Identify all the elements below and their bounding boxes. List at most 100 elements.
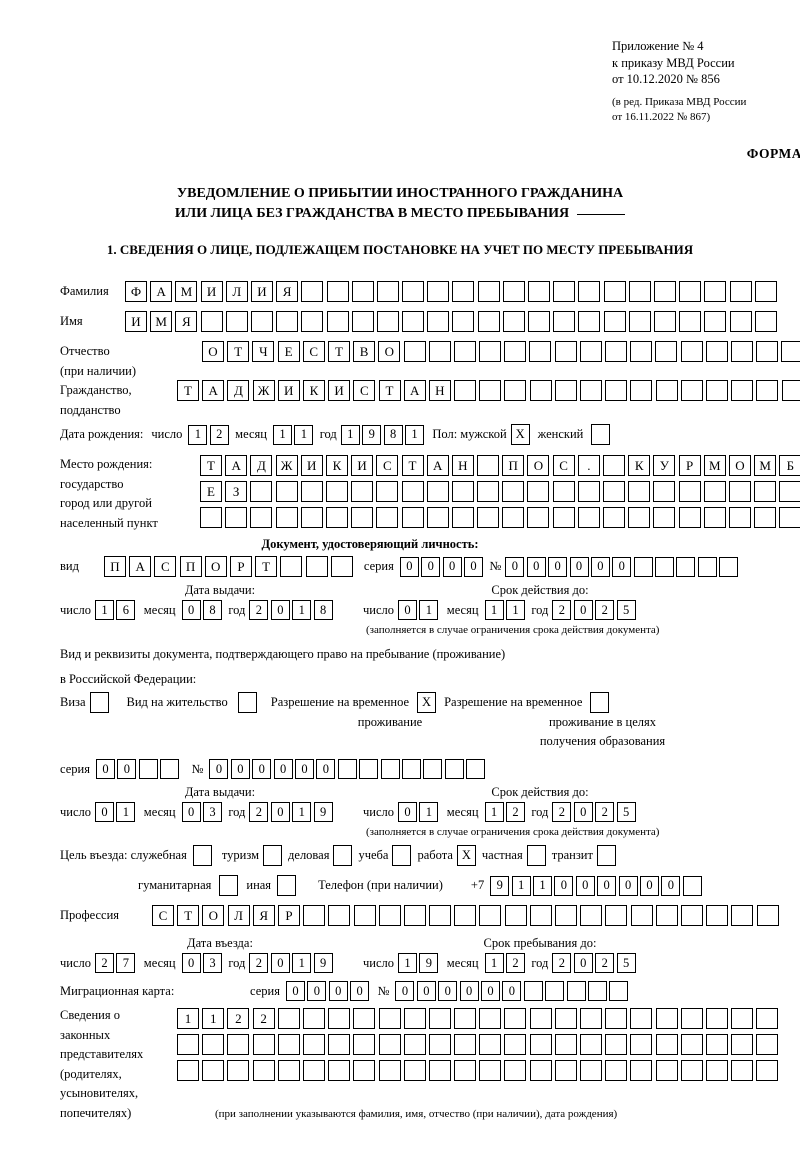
char-cell[interactable] [428, 1034, 451, 1055]
char-cell[interactable]: . [577, 455, 600, 476]
char-cell[interactable] [402, 311, 425, 332]
char-cell[interactable]: 1 [419, 600, 439, 620]
char-cell[interactable] [705, 1034, 728, 1055]
char-cell[interactable]: 0 [464, 556, 483, 577]
char-cell[interactable] [423, 759, 443, 779]
char-cell[interactable] [680, 1008, 703, 1029]
char-cell[interactable] [523, 981, 543, 1001]
char-cell[interactable] [479, 1008, 502, 1029]
char-cell[interactable] [603, 507, 625, 528]
char-cell[interactable]: О [728, 455, 751, 476]
char-cell[interactable] [781, 380, 800, 401]
char-cell[interactable]: И [250, 281, 273, 302]
char-cell[interactable] [554, 380, 577, 401]
char-cell[interactable]: 1 [484, 802, 504, 822]
char-cell[interactable]: 1 [505, 600, 525, 620]
char-cell[interactable] [477, 507, 500, 528]
char-cell[interactable] [359, 759, 379, 779]
char-cell[interactable]: 1 [484, 600, 504, 620]
char-cell[interactable] [554, 341, 577, 362]
char-cell[interactable]: 0 [575, 875, 595, 896]
char-cell[interactable]: А [150, 281, 173, 302]
char-cell[interactable] [680, 341, 703, 362]
residence-permit-checkbox[interactable] [237, 692, 257, 713]
char-cell[interactable]: 0 [612, 556, 632, 577]
char-cell[interactable] [477, 281, 500, 302]
char-cell[interactable] [605, 905, 628, 926]
char-cell[interactable]: 0 [597, 875, 617, 896]
char-cell[interactable] [756, 905, 779, 926]
char-cell[interactable]: Ч [252, 341, 275, 362]
char-cell[interactable] [680, 1034, 703, 1055]
char-cell[interactable] [579, 341, 602, 362]
char-cell[interactable] [138, 759, 158, 779]
char-cell[interactable]: 8 [202, 600, 222, 620]
char-cell[interactable] [697, 556, 717, 577]
char-cell[interactable] [403, 905, 426, 926]
char-cell[interactable] [705, 1060, 728, 1081]
char-cell[interactable]: 2 [595, 953, 615, 973]
char-cell[interactable]: Р [229, 556, 252, 577]
legal-rep-cells-2[interactable] [177, 1034, 782, 1055]
char-cell[interactable]: К [325, 455, 348, 476]
char-cell[interactable]: Я [175, 311, 198, 332]
char-cell[interactable] [653, 507, 676, 528]
char-cell[interactable] [376, 311, 399, 332]
char-cell[interactable] [302, 1034, 325, 1055]
char-cell[interactable]: 1 [95, 600, 115, 620]
char-cell[interactable] [552, 507, 575, 528]
char-cell[interactable] [633, 556, 653, 577]
char-cell[interactable] [454, 905, 477, 926]
char-cell[interactable] [504, 380, 527, 401]
char-cell[interactable]: 0 [481, 981, 501, 1001]
char-cell[interactable]: 6 [116, 600, 136, 620]
char-cell[interactable] [300, 507, 323, 528]
char-cell[interactable] [580, 1008, 602, 1029]
char-cell[interactable]: 0 [573, 802, 593, 822]
char-cell[interactable]: 5 [616, 953, 636, 973]
char-cell[interactable] [730, 341, 753, 362]
char-cell[interactable]: 0 [295, 759, 315, 779]
char-cell[interactable] [454, 1060, 477, 1081]
char-cell[interactable]: С [302, 341, 325, 362]
char-cell[interactable]: 0 [316, 759, 336, 779]
sex-female-checkbox[interactable] [591, 424, 611, 445]
char-cell[interactable]: Л [225, 281, 248, 302]
char-cell[interactable]: 0 [639, 875, 659, 896]
char-cell[interactable]: О [378, 341, 401, 362]
char-cell[interactable] [756, 380, 779, 401]
purpose-humanitarian-checkbox[interactable] [219, 875, 239, 896]
char-cell[interactable] [504, 1060, 527, 1081]
char-cell[interactable] [528, 311, 550, 332]
char-cell[interactable]: 1 [188, 424, 208, 445]
char-cell[interactable] [630, 1060, 653, 1081]
char-cell[interactable]: 0 [181, 600, 201, 620]
char-cell[interactable]: 0 [398, 802, 417, 822]
char-cell[interactable]: 9 [313, 802, 333, 822]
char-cell[interactable]: 0 [590, 556, 610, 577]
char-cell[interactable] [301, 281, 324, 302]
char-cell[interactable] [704, 311, 727, 332]
char-cell[interactable]: А [403, 380, 426, 401]
char-cell[interactable] [655, 1034, 678, 1055]
char-cell[interactable] [580, 1060, 602, 1081]
char-cell[interactable] [427, 311, 450, 332]
char-cell[interactable] [653, 481, 676, 502]
char-cell[interactable]: 1 [533, 875, 552, 896]
char-cell[interactable] [378, 1008, 401, 1029]
char-cell[interactable] [529, 341, 552, 362]
char-cell[interactable]: 2 [249, 600, 269, 620]
char-cell[interactable] [504, 905, 527, 926]
char-cell[interactable]: 0 [181, 802, 201, 822]
purpose-work-checkbox[interactable]: Х [456, 845, 476, 866]
